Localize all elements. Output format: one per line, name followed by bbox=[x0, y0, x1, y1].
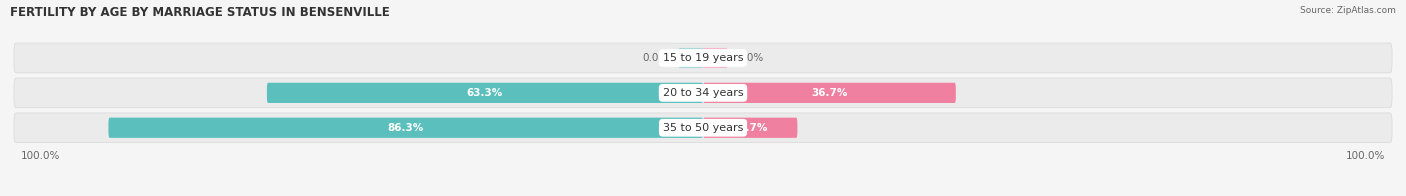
Text: 20 to 34 years: 20 to 34 years bbox=[662, 88, 744, 98]
Text: 0.0%: 0.0% bbox=[643, 53, 669, 63]
FancyBboxPatch shape bbox=[267, 83, 703, 103]
FancyBboxPatch shape bbox=[703, 83, 956, 103]
Text: Source: ZipAtlas.com: Source: ZipAtlas.com bbox=[1301, 6, 1396, 15]
Text: 36.7%: 36.7% bbox=[811, 88, 848, 98]
Text: 0.0%: 0.0% bbox=[738, 53, 763, 63]
FancyBboxPatch shape bbox=[14, 113, 1392, 142]
Text: FERTILITY BY AGE BY MARRIAGE STATUS IN BENSENVILLE: FERTILITY BY AGE BY MARRIAGE STATUS IN B… bbox=[10, 6, 389, 19]
FancyBboxPatch shape bbox=[703, 118, 797, 138]
FancyBboxPatch shape bbox=[703, 48, 727, 68]
FancyBboxPatch shape bbox=[679, 48, 703, 68]
Text: 63.3%: 63.3% bbox=[467, 88, 503, 98]
Text: 15 to 19 years: 15 to 19 years bbox=[662, 53, 744, 63]
FancyBboxPatch shape bbox=[14, 43, 1392, 73]
Text: 35 to 50 years: 35 to 50 years bbox=[662, 123, 744, 133]
Text: 100.0%: 100.0% bbox=[1346, 152, 1385, 162]
Text: 86.3%: 86.3% bbox=[388, 123, 423, 133]
Text: 100.0%: 100.0% bbox=[21, 152, 60, 162]
Text: 13.7%: 13.7% bbox=[733, 123, 769, 133]
FancyBboxPatch shape bbox=[108, 118, 703, 138]
FancyBboxPatch shape bbox=[14, 78, 1392, 108]
